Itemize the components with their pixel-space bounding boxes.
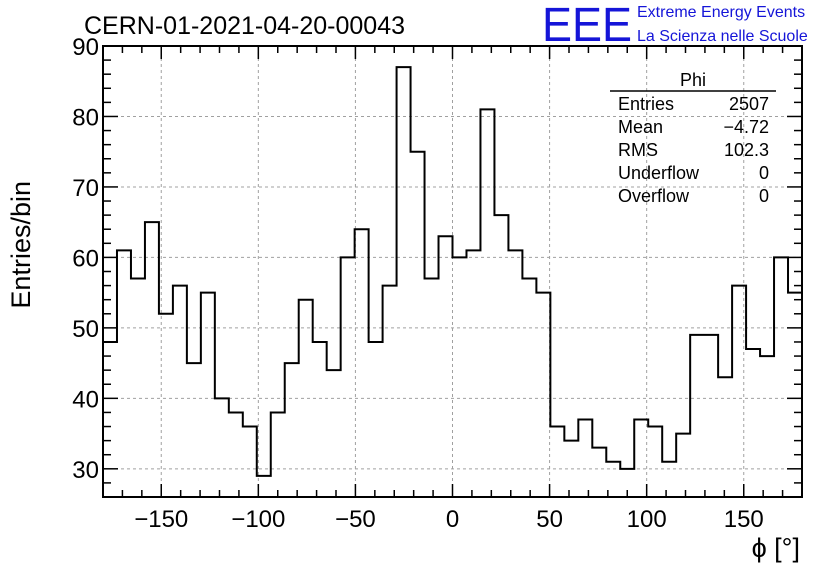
axis-ticks bbox=[102, 45, 803, 498]
logo-line-2: La Scienza nelle Scuole bbox=[637, 28, 808, 45]
stats-value: −4.72 bbox=[723, 117, 769, 137]
histogram-bin bbox=[355, 229, 369, 497]
y-tick-label: 80 bbox=[72, 104, 99, 131]
histogram-bin bbox=[690, 335, 704, 497]
histogram-bin bbox=[662, 462, 676, 497]
x-tick-label: −50 bbox=[335, 506, 376, 533]
stats-name: Phi bbox=[680, 70, 706, 90]
stats-value: 102.3 bbox=[724, 140, 769, 160]
histogram-bin bbox=[466, 250, 480, 497]
histogram-bin bbox=[271, 412, 285, 497]
x-axis-title: ϕ [°] bbox=[752, 533, 800, 563]
histogram-bin bbox=[522, 279, 536, 497]
logo-mark: EEE bbox=[542, 0, 632, 52]
stats-rows: Entries 2507 Mean −4.72 RMS 102.3 Underflow 0 Ov… bbox=[618, 94, 769, 206]
y-tick-label: 70 bbox=[72, 175, 99, 202]
histogram-bin bbox=[760, 356, 774, 497]
stats-label: Mean bbox=[618, 117, 663, 137]
stats-label: Underflow bbox=[618, 163, 700, 183]
histogram-bin bbox=[676, 434, 690, 497]
histogram-bin bbox=[341, 257, 355, 497]
histogram-bin bbox=[327, 370, 341, 497]
chart-title: CERN-01-2021-04-20-00043 bbox=[84, 12, 405, 40]
histogram-bin bbox=[173, 286, 187, 497]
histogram-bin bbox=[229, 412, 243, 497]
histogram-bin bbox=[439, 236, 453, 497]
y-axis-title: Entries/bin bbox=[6, 181, 36, 309]
stats-box: Phi Entries 2507 Mean −4.72 RMS 102.3 Underflo… bbox=[610, 70, 776, 206]
x-tick-label: 0 bbox=[446, 506, 459, 533]
stats-value: 2507 bbox=[729, 94, 769, 114]
logo-line-1: Extreme Energy Events bbox=[637, 4, 805, 21]
x-tick-label: −150 bbox=[134, 506, 188, 533]
y-tick-label: 50 bbox=[72, 316, 99, 343]
stats-label: RMS bbox=[618, 140, 658, 160]
tick-labels: −150 −100 −50 0 50 100 150 30 40 50 60 70 80 90 bbox=[72, 34, 763, 533]
eee-logo: EEE Extreme Energy Events La Scienza nel… bbox=[542, 0, 808, 52]
histogram-bin bbox=[453, 257, 467, 497]
y-tick-label: 40 bbox=[72, 386, 99, 413]
histogram-bin bbox=[648, 427, 662, 497]
x-tick-label: 150 bbox=[724, 506, 764, 533]
histogram-bin bbox=[774, 257, 788, 497]
stats-value: 0 bbox=[759, 163, 769, 183]
histogram-bin bbox=[215, 398, 229, 497]
histogram-bin bbox=[788, 293, 802, 497]
histogram-outline bbox=[102, 66, 802, 497]
histogram-bin bbox=[117, 250, 131, 497]
grid bbox=[103, 45, 802, 497]
histogram-bin bbox=[187, 363, 201, 497]
histogram-bin bbox=[508, 250, 522, 497]
histogram-bin bbox=[411, 152, 425, 497]
y-tick-label: 90 bbox=[72, 34, 99, 61]
histogram-bin bbox=[243, 427, 257, 497]
histogram-bin bbox=[536, 293, 550, 497]
x-tick-label: 50 bbox=[536, 506, 563, 533]
histogram-bin bbox=[131, 279, 145, 497]
histogram-bin bbox=[383, 286, 397, 497]
histogram-bin bbox=[550, 427, 564, 497]
x-tick-label: 100 bbox=[627, 506, 667, 533]
histogram-bin bbox=[425, 279, 439, 497]
histogram-bin bbox=[397, 67, 411, 497]
stats-value: 0 bbox=[759, 186, 769, 206]
histogram-bin bbox=[103, 342, 117, 497]
histogram-bin bbox=[480, 109, 494, 497]
stats-label: Entries bbox=[618, 94, 674, 114]
histogram-bin bbox=[145, 222, 159, 497]
histogram-bin bbox=[313, 342, 327, 497]
y-tick-label: 60 bbox=[72, 245, 99, 272]
histogram-bin bbox=[369, 342, 383, 497]
histogram-bin bbox=[285, 363, 299, 497]
histogram-bin bbox=[299, 300, 313, 497]
histogram-bin bbox=[704, 335, 718, 497]
histogram-bin bbox=[746, 349, 760, 497]
y-tick-label: 30 bbox=[72, 457, 99, 484]
histogram-bin bbox=[578, 419, 592, 497]
histogram-bin bbox=[201, 293, 215, 497]
histogram-bin bbox=[718, 377, 732, 497]
x-tick-label: −100 bbox=[231, 506, 285, 533]
stats-label: Overflow bbox=[618, 186, 690, 206]
histogram-bin bbox=[592, 448, 606, 497]
